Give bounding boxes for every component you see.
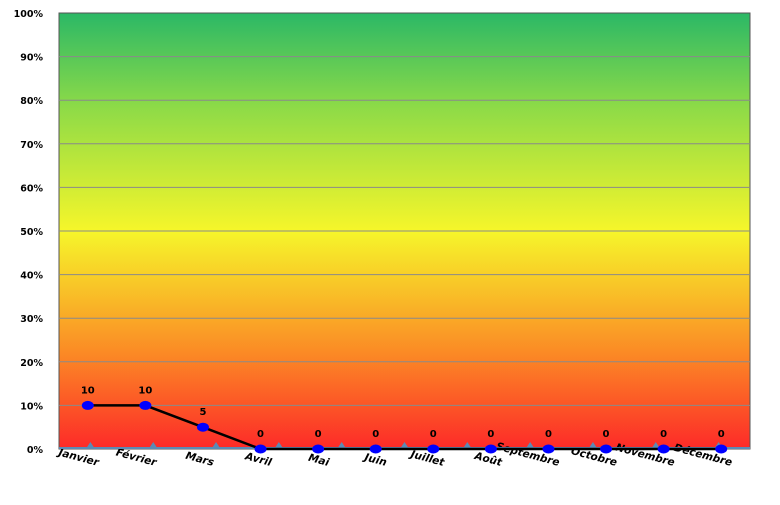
y-tick-label: 50% bbox=[20, 227, 43, 238]
y-tick-label: 40% bbox=[20, 271, 43, 282]
y-tick-label: 30% bbox=[20, 314, 43, 325]
data-label: 0 bbox=[315, 429, 322, 440]
data-label: 0 bbox=[372, 429, 379, 440]
data-point bbox=[484, 444, 497, 454]
data-point bbox=[196, 422, 209, 432]
triangle-marker bbox=[86, 442, 95, 448]
data-label: 0 bbox=[603, 429, 610, 440]
data-label: 0 bbox=[660, 429, 667, 440]
data-label: 0 bbox=[487, 429, 494, 440]
data-label: 0 bbox=[545, 429, 552, 440]
data-label: 0 bbox=[718, 429, 725, 440]
data-point bbox=[657, 444, 670, 454]
x-tick-label: Mars bbox=[184, 450, 215, 469]
triangle-marker bbox=[400, 442, 409, 448]
data-label: 5 bbox=[199, 407, 206, 418]
y-tick-label: 90% bbox=[20, 53, 43, 64]
triangle-marker bbox=[651, 442, 660, 448]
x-tick-label: Mai bbox=[307, 452, 331, 469]
data-point bbox=[369, 444, 382, 454]
y-tick-label: 0% bbox=[27, 445, 44, 456]
data-label: 0 bbox=[257, 429, 264, 440]
y-tick-label: 10% bbox=[20, 401, 43, 412]
data-label: 0 bbox=[430, 429, 437, 440]
triangle-marker bbox=[588, 442, 597, 448]
triangle-marker bbox=[274, 442, 283, 448]
triangle-marker bbox=[149, 442, 158, 448]
y-tick-label: 20% bbox=[20, 358, 43, 369]
y-tick-label: 100% bbox=[14, 9, 44, 20]
x-tick-label: Janvier bbox=[55, 446, 101, 469]
x-tick-label: Février bbox=[115, 447, 159, 470]
triangle-marker bbox=[526, 442, 535, 448]
triangle-marker bbox=[212, 442, 221, 448]
data-point bbox=[81, 400, 94, 410]
data-label: 10 bbox=[138, 385, 152, 396]
x-tick-label: Juin bbox=[361, 451, 388, 469]
data-point bbox=[715, 444, 728, 454]
y-tick-label: 70% bbox=[20, 140, 43, 151]
triangle-marker bbox=[463, 442, 472, 448]
data-point bbox=[427, 444, 440, 454]
x-tick-label: Juillet bbox=[407, 448, 446, 469]
series-line-valeurs bbox=[87, 404, 722, 451]
y-tick-label: 80% bbox=[20, 96, 43, 107]
data-point bbox=[254, 444, 267, 454]
data-point bbox=[312, 444, 325, 454]
data-point bbox=[139, 400, 152, 410]
data-point bbox=[600, 444, 613, 454]
triangle-marker bbox=[337, 442, 346, 448]
y-tick-label: 60% bbox=[20, 183, 43, 194]
data-point bbox=[542, 444, 555, 454]
data-label: 10 bbox=[81, 385, 95, 396]
